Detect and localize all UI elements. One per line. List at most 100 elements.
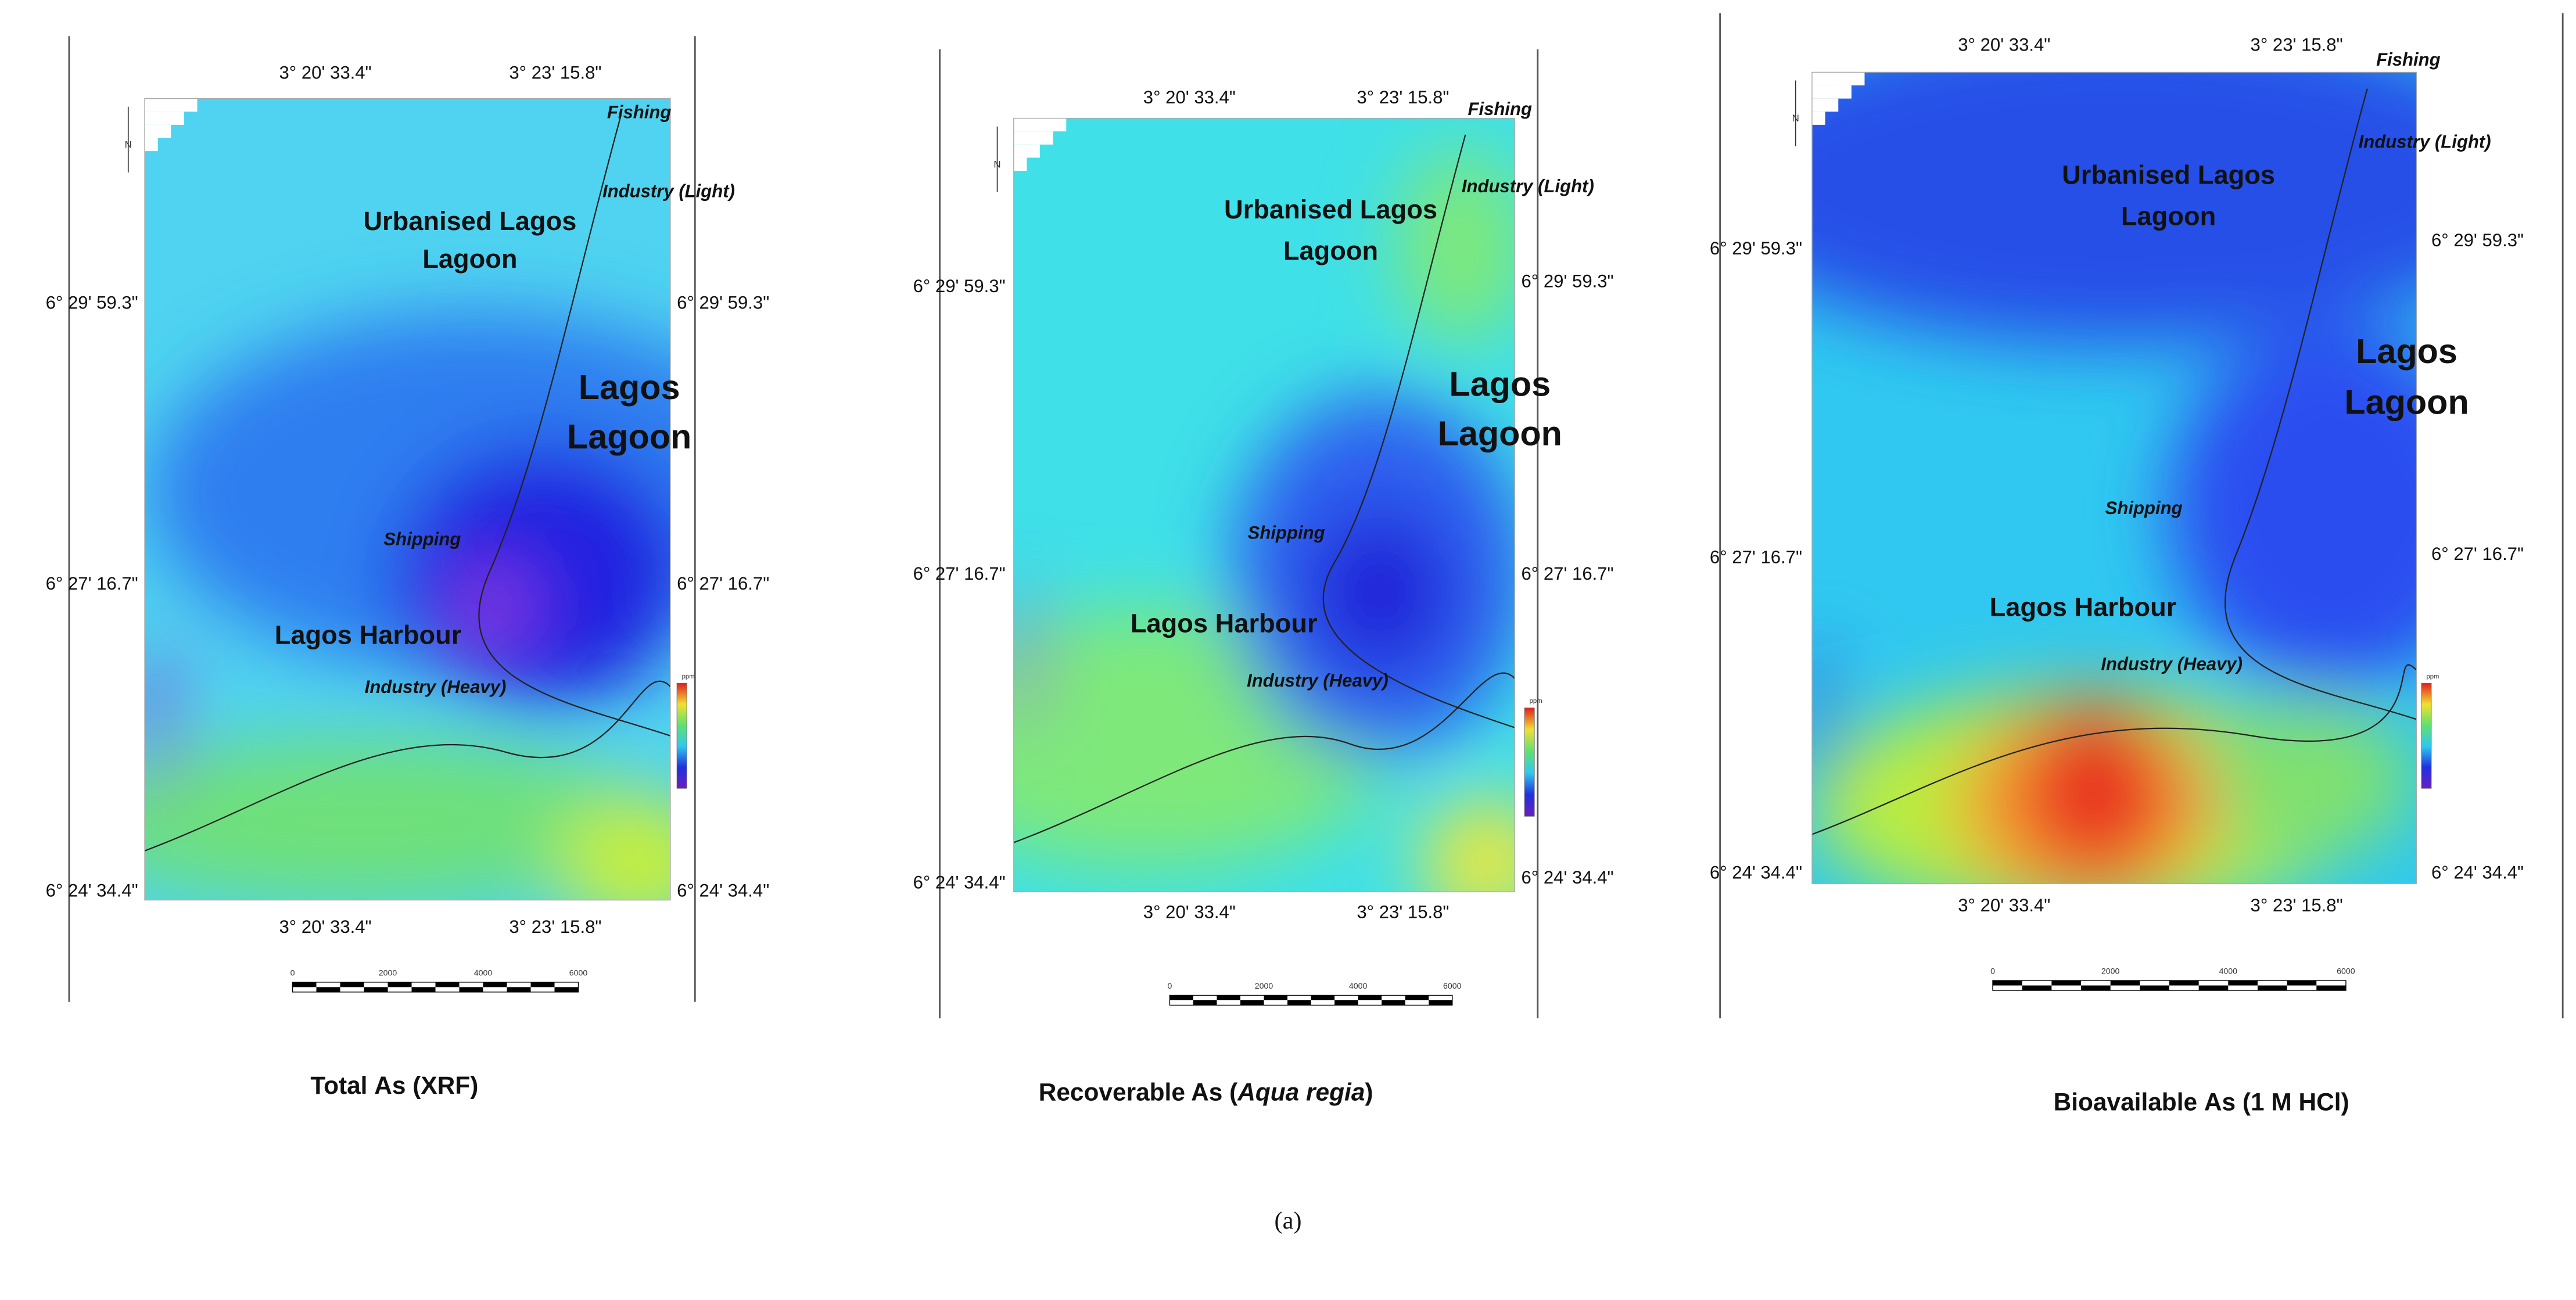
contour-zone <box>1013 583 1035 731</box>
legend-unit: ppm <box>1530 698 1542 705</box>
caption-part: ) <box>1365 1078 1373 1105</box>
map-border <box>144 98 671 901</box>
scale-bar-segment <box>507 987 531 992</box>
place-label: Lagoon <box>1283 236 1378 265</box>
scale-bar-segment <box>483 982 507 987</box>
scale-bar-segment <box>1429 1000 1452 1005</box>
blank-corner <box>145 138 158 152</box>
longitude-label: 3° 23' 15.8" <box>2251 34 2343 55</box>
latitude-label: 6° 24' 34.4" <box>2431 862 2524 882</box>
scale-label: 0 <box>290 968 295 978</box>
scale-bar-segment <box>435 982 460 987</box>
scale-bar-segment <box>2110 981 2140 986</box>
latitude-label: 6° 24' 34.4" <box>46 881 138 901</box>
place-label: Industry (Light) <box>602 181 735 201</box>
place-label: Industry (Heavy) <box>365 677 507 697</box>
latitude-label: 6° 27' 16.7" <box>1710 547 1802 568</box>
place-label: Urbanised Lagos <box>363 206 576 236</box>
place-label: Lagos Harbour <box>275 620 462 649</box>
scale-label: 0 <box>1990 967 1995 976</box>
scale-bar-segment <box>364 987 388 992</box>
scale-label: 6000 <box>1443 981 1462 990</box>
scale-bar-segment <box>316 987 340 992</box>
scale-bar-segment <box>292 982 317 987</box>
latitude-label: 6° 24' 34.4" <box>1522 867 1614 888</box>
contour-zone <box>1421 796 1515 892</box>
scale-bar-segment <box>2140 985 2169 991</box>
longitude-label: 3° 23' 15.8" <box>1357 87 1449 107</box>
place-label: Lagos Harbour <box>1131 609 1318 638</box>
contour-map <box>1013 118 1515 892</box>
legend-unit: ppm <box>2426 673 2439 680</box>
longitude-label: 3° 20' 33.4" <box>1958 34 2050 55</box>
scale-bar-segment <box>2051 981 2081 986</box>
contour-map <box>145 98 670 900</box>
place-label: Urbanised Lagos <box>1224 195 1437 224</box>
caption-part: As <box>374 1072 406 1099</box>
scale-label: 2000 <box>1255 981 1273 990</box>
place-label: Fishing <box>1468 99 1532 119</box>
scale-bar-segment <box>411 987 436 992</box>
contour-field <box>1013 148 1515 892</box>
scale-bar-segment <box>2198 985 2229 991</box>
map-panel: N3° 20' 33.4"3° 20' 33.4"3° 23' 15.8"3° … <box>1710 13 2564 1115</box>
caption-part: Recoverable As ( <box>1039 1078 1238 1105</box>
scale-label: 0 <box>1167 981 1172 990</box>
caption-part: (XRF) <box>406 1072 478 1099</box>
scale-bar-segment <box>1405 995 1429 1000</box>
scale-bar-segment <box>1382 1000 1405 1005</box>
latitude-label: 6° 24' 34.4" <box>913 872 1006 892</box>
scale-bar-segment <box>388 982 412 987</box>
coastline <box>1811 664 2417 835</box>
scale-label: 6000 <box>2337 967 2355 976</box>
scale-label: 4000 <box>2219 967 2238 976</box>
scale-bar-segment <box>340 982 364 987</box>
place-label: Lagoon <box>567 417 691 456</box>
place-label: Urbanised Lagos <box>2062 160 2275 190</box>
latitude-label: 6° 24' 34.4" <box>1710 862 1802 882</box>
scale-bar-segment <box>1264 995 1288 1000</box>
legend-colorbar <box>676 683 687 789</box>
caption-part: Aqua regia <box>1237 1078 1365 1105</box>
place-label: Lagos <box>579 368 680 407</box>
blank-corner <box>145 124 171 138</box>
latitude-label: 6° 27' 16.7" <box>46 573 138 594</box>
river <box>478 114 670 737</box>
blank-corner <box>1811 72 1865 86</box>
contour-zone <box>558 796 670 900</box>
latitude-label: 6° 24' 34.4" <box>677 881 769 901</box>
coastline <box>1013 672 1515 843</box>
scale-bar-segment <box>1217 995 1241 1000</box>
longitude-label: 3° 23' 15.8" <box>509 917 601 937</box>
scale-bar-segment <box>459 987 483 992</box>
blank-corner <box>1013 131 1053 145</box>
latitude-label: 6° 27' 16.7" <box>2431 544 2524 564</box>
scale-bar-segment <box>1993 981 2022 986</box>
contour-zone <box>394 443 670 706</box>
contour-zone <box>1396 148 1515 345</box>
place-label: Industry (Heavy) <box>1247 670 1389 691</box>
scale-label: 2000 <box>379 968 397 978</box>
latitude-label: 6° 27' 16.7" <box>913 563 1006 584</box>
place-label: Lagos <box>1449 364 1551 403</box>
legend-unit: ppm <box>682 673 695 680</box>
place-label: Lagoon <box>2344 383 2469 422</box>
latitude-label: 6° 29' 59.3" <box>1710 238 1802 258</box>
scale-bar-segment <box>2316 985 2346 991</box>
map-border <box>1811 71 2417 884</box>
scale-bar-outline <box>1992 980 2347 991</box>
contour-zone <box>451 566 534 649</box>
place-label: Industry (Heavy) <box>2101 654 2243 674</box>
contour-map <box>1811 72 2417 884</box>
latitude-label: 6° 29' 59.3" <box>1522 271 1614 292</box>
caption-part: (1 M HCl) <box>2236 1088 2349 1115</box>
longitude-label: 3° 20' 33.4" <box>1958 895 2050 915</box>
scale-bar-segment <box>1334 1000 1358 1005</box>
latitude-label: 6° 29' 59.3" <box>677 292 769 313</box>
blank-corner <box>1013 157 1027 171</box>
contour-zone <box>1811 648 1834 797</box>
caption: Total As (XRF) <box>310 1072 478 1099</box>
map-panel: N3° 20' 33.4"3° 20' 33.4"3° 23' 15.8"3° … <box>46 36 769 1099</box>
scale-bar-segment <box>2287 981 2317 986</box>
longitude-label: 3° 20' 33.4" <box>279 917 372 937</box>
